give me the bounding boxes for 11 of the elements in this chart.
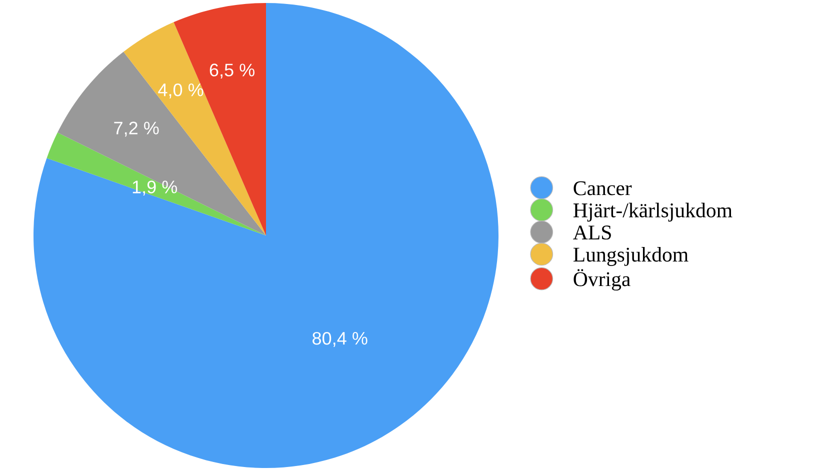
- legend-label: ALS: [573, 226, 611, 240]
- pie-slice: [58, 52, 266, 236]
- pie-slice: [34, 3, 498, 468]
- legend-label: Hjärt-/kärlsjukdom: [573, 202, 732, 222]
- data-label: 6,5 %: [210, 64, 254, 79]
- data-label: 80,4 %: [312, 332, 368, 347]
- data-label: 7,2 %: [114, 122, 159, 137]
- legend-label: Lungsjukdom: [573, 247, 688, 266]
- legend-label: Övriga: [574, 269, 630, 291]
- data-label: 4,0 %: [158, 83, 204, 98]
- legend-label: Cancer: [574, 181, 632, 196]
